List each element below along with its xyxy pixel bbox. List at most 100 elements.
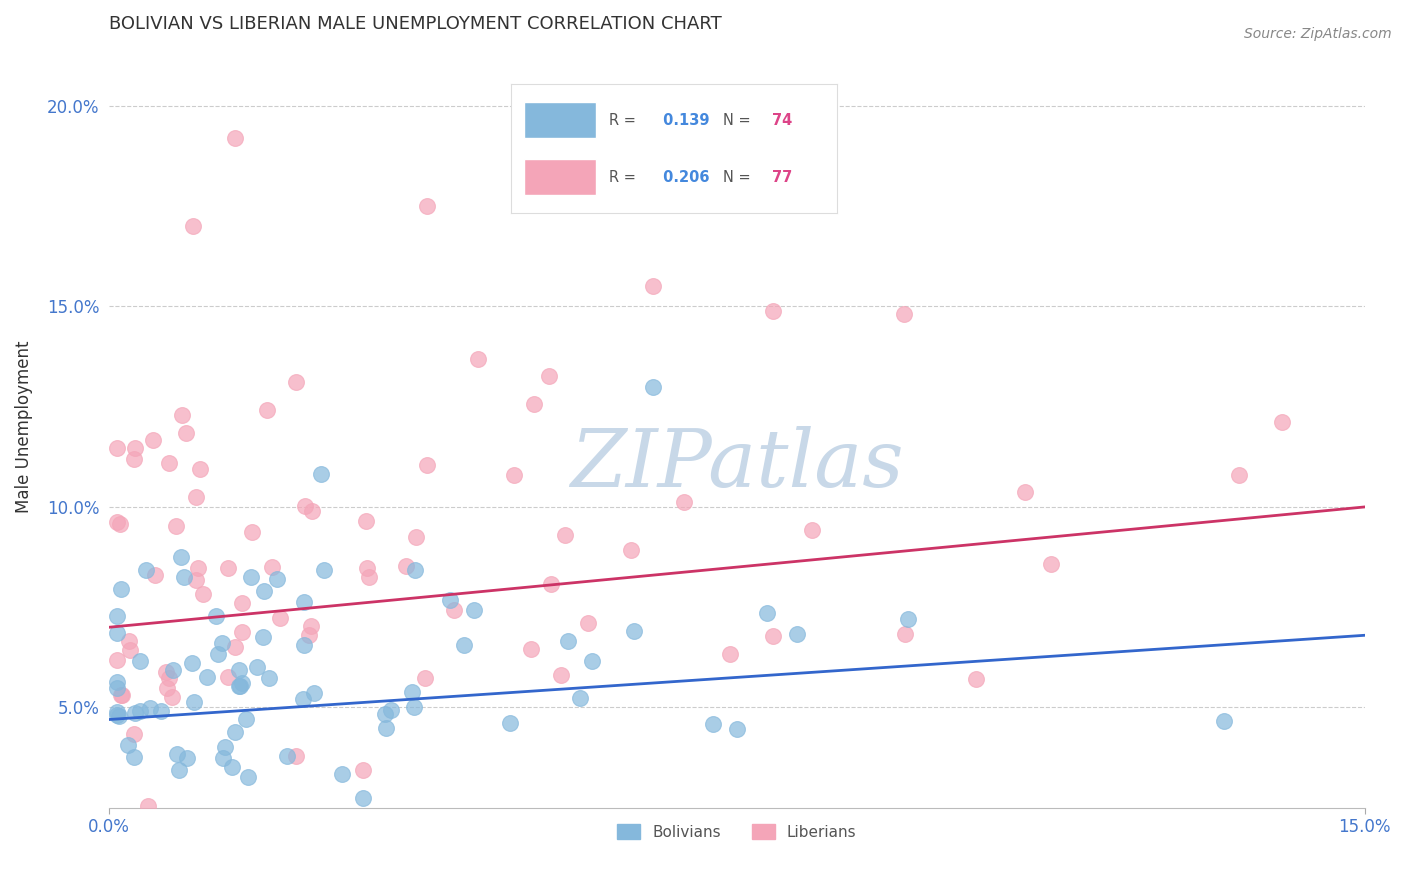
Point <box>519 641 541 656</box>
Point <box>762 629 785 643</box>
Point <box>217 670 239 684</box>
Y-axis label: Male Unemployment: Male Unemployment <box>15 341 32 513</box>
Point <box>291 691 314 706</box>
Point <box>256 403 278 417</box>
Point <box>205 609 228 624</box>
Point <box>165 519 187 533</box>
Point <box>416 458 439 472</box>
Point <box>181 219 204 234</box>
Point <box>187 560 209 574</box>
Point <box>135 564 157 578</box>
Point <box>183 695 205 709</box>
Point <box>569 691 592 706</box>
Point <box>108 709 131 723</box>
Point <box>228 663 250 677</box>
Point <box>128 704 150 718</box>
Point <box>156 681 179 695</box>
Point <box>374 706 396 721</box>
Point <box>108 517 131 532</box>
Point <box>623 624 645 638</box>
Point <box>172 408 194 422</box>
Point <box>1039 557 1062 571</box>
Point <box>467 352 489 367</box>
Point <box>231 676 253 690</box>
Point <box>224 131 246 145</box>
Point <box>523 396 546 410</box>
Point <box>374 721 396 735</box>
Point <box>443 602 465 616</box>
Point <box>157 671 180 685</box>
Point <box>786 627 808 641</box>
Point <box>139 701 162 715</box>
Point <box>124 749 146 764</box>
Point <box>395 558 418 573</box>
Point <box>111 689 134 703</box>
Point <box>169 549 191 564</box>
Point <box>538 368 561 383</box>
Point <box>142 434 165 448</box>
Point <box>155 665 177 680</box>
Point <box>246 660 269 674</box>
Point <box>211 635 233 649</box>
Point <box>224 725 246 739</box>
Point <box>193 587 215 601</box>
Point <box>150 704 173 718</box>
Point <box>221 760 243 774</box>
Point <box>330 766 353 780</box>
Point <box>897 612 920 626</box>
Point <box>207 647 229 661</box>
Point <box>107 515 129 529</box>
Point <box>188 462 211 476</box>
Point <box>129 654 152 668</box>
Point <box>224 640 246 654</box>
Point <box>380 702 402 716</box>
Point <box>540 577 562 591</box>
Point <box>356 561 378 575</box>
Point <box>299 619 322 633</box>
Point <box>217 561 239 575</box>
Point <box>404 699 426 714</box>
Point <box>214 740 236 755</box>
Point <box>240 524 263 539</box>
Point <box>252 630 274 644</box>
Point <box>107 708 129 723</box>
Point <box>211 751 233 765</box>
Point <box>195 670 218 684</box>
Point <box>231 624 253 639</box>
Point <box>107 653 129 667</box>
Point <box>1212 714 1234 728</box>
Point <box>107 441 129 455</box>
Point <box>257 672 280 686</box>
Point <box>107 625 129 640</box>
Point <box>294 500 316 514</box>
Point <box>557 633 579 648</box>
Text: ZIPatlas: ZIPatlas <box>571 426 904 504</box>
Point <box>725 723 748 737</box>
Point <box>118 634 141 648</box>
Point <box>235 712 257 726</box>
Point <box>463 602 485 616</box>
Point <box>176 751 198 765</box>
Point <box>160 690 183 705</box>
Point <box>124 441 146 455</box>
Point <box>292 639 315 653</box>
Point <box>276 749 298 764</box>
Point <box>415 671 437 685</box>
Point <box>453 638 475 652</box>
Point <box>229 680 252 694</box>
Point <box>312 563 335 577</box>
Point <box>186 490 208 504</box>
Point <box>357 569 380 583</box>
Point <box>122 727 145 741</box>
Point <box>107 681 129 696</box>
Legend: Bolivians, Liberians: Bolivians, Liberians <box>612 818 863 846</box>
Point <box>352 763 374 777</box>
Point <box>576 615 599 630</box>
Point <box>107 675 129 690</box>
Point <box>439 593 461 607</box>
Text: BOLIVIAN VS LIBERIAN MALE UNEMPLOYMENT CORRELATION CHART: BOLIVIAN VS LIBERIAN MALE UNEMPLOYMENT C… <box>110 15 721 33</box>
Point <box>181 657 204 671</box>
Point <box>1227 467 1250 482</box>
Point <box>405 530 427 544</box>
Point <box>581 654 603 668</box>
